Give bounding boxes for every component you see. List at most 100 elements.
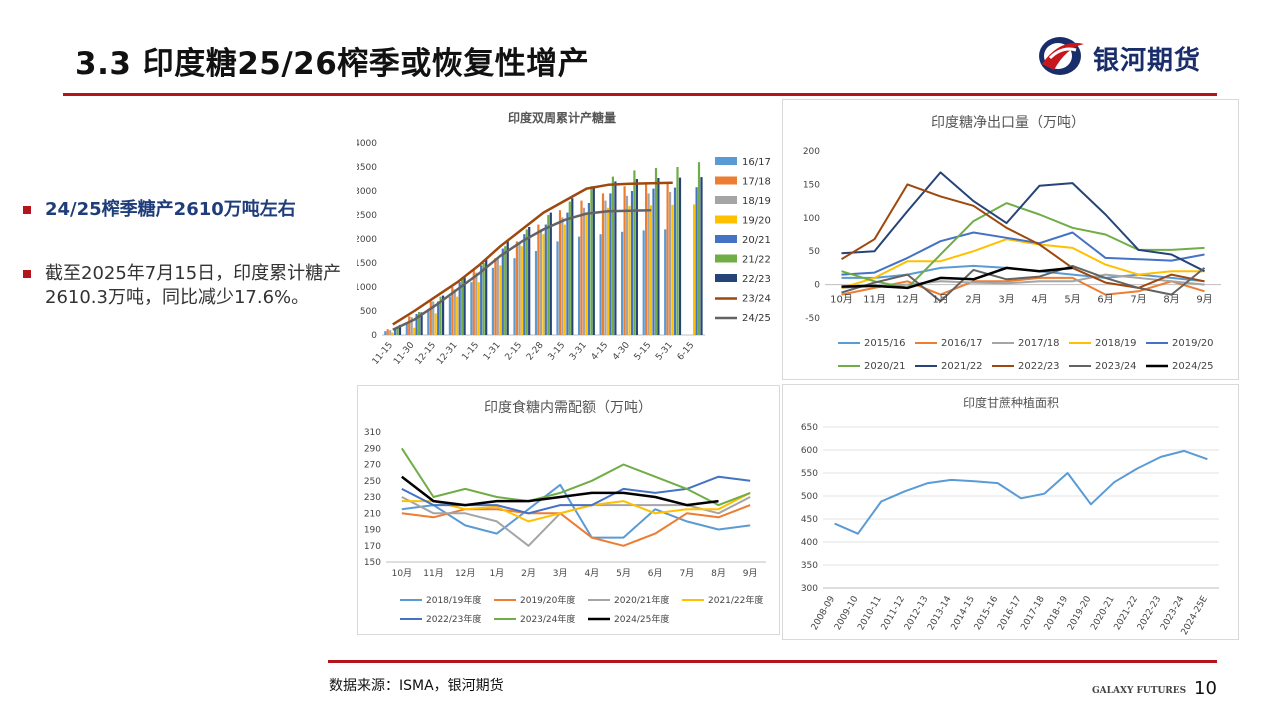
bar: [386, 329, 389, 335]
chart-panel-exports: 印度糖净出口量（万吨） -50 0 50 100 150 200 10月 11月 12月 1月 2月 3…: [782, 99, 1239, 380]
bar: [645, 183, 648, 335]
y-tick-label: 270: [364, 461, 381, 471]
legend-label: 2020/21年度: [614, 594, 669, 606]
bar: [504, 246, 507, 335]
y-tick-label: 100: [803, 214, 820, 224]
bar: [429, 301, 432, 335]
x-tick-label: 3-31: [568, 341, 589, 363]
bar: [408, 316, 411, 335]
series-line: [401, 492, 751, 523]
series-line: [841, 266, 1073, 290]
series-line: [834, 449, 1208, 535]
x-tick-label: 4月: [584, 568, 599, 579]
bar: [693, 204, 696, 335]
bar: [678, 177, 682, 335]
bar: [642, 230, 645, 335]
brand-logo: [1036, 34, 1226, 78]
bar: [437, 301, 440, 335]
x-tick-label: 2月: [521, 568, 536, 579]
bar: [578, 236, 581, 335]
bar: [405, 323, 408, 335]
bar: [439, 296, 442, 335]
legend-swatch: [715, 235, 737, 243]
series-line: [401, 475, 719, 507]
y-tick-label: 300: [801, 584, 818, 594]
net-export-chart: 印度糖净出口量（万吨） -50 0 50 100 150 200 10月 11月 12月 1月 2月 3…: [803, 115, 1221, 372]
bar: [463, 277, 466, 335]
bar: [592, 186, 595, 335]
bullet-point: 截至2025年7月15日，印度累计糖产2610.3万吨，同比减少17.6%。: [23, 262, 353, 310]
series-line: [401, 483, 751, 539]
chart-panel-cane-area: 印度甘蔗种植面积 300 350 400 450 500 550 600 650 2008-09 2…: [782, 384, 1239, 640]
y-tick-label: 310: [364, 428, 381, 438]
bar: [649, 205, 653, 335]
y-tick-label: 2000: [357, 235, 377, 245]
bar: [604, 200, 607, 335]
x-tick-label: 8月: [711, 568, 726, 579]
x-tick-label: 2月: [965, 294, 981, 306]
legend-label: 2018/19: [1095, 338, 1137, 349]
legend-label: 17/18: [742, 177, 771, 188]
x-tick-label: 6月: [1097, 294, 1113, 306]
bar: [470, 282, 473, 335]
bar: [623, 186, 626, 335]
legend-swatch: [715, 274, 737, 282]
x-tick-label: 1月: [489, 568, 504, 579]
bar: [515, 241, 518, 335]
bar: [628, 205, 631, 335]
legend-label: 2023/24: [1095, 361, 1137, 372]
bar: [582, 207, 586, 335]
y-tick-label: 500: [801, 492, 818, 502]
bar: [542, 234, 545, 335]
y-tick-label: 190: [364, 526, 381, 536]
bar: [671, 204, 674, 335]
bar: [475, 272, 478, 335]
galaxy-logo-icon: [1039, 37, 1084, 75]
bar: [432, 301, 435, 335]
y-tick-label: 290: [364, 444, 381, 454]
bar: [418, 312, 421, 335]
bar: [614, 181, 617, 335]
bar: [453, 289, 456, 335]
x-tick-label: 12月: [455, 568, 475, 579]
bar: [580, 200, 583, 335]
bar: [652, 188, 655, 335]
bar: [496, 258, 499, 335]
bar: [606, 207, 610, 335]
bar: [611, 176, 614, 335]
legend-label: 2021/22年度: [708, 594, 763, 606]
y-tick-label: 50: [809, 247, 821, 257]
bar: [494, 258, 497, 335]
bar: [695, 187, 698, 335]
legend-label: 2021/22: [941, 361, 983, 372]
bar: [654, 168, 658, 335]
bar: [506, 241, 509, 335]
y-tick-label: 150: [803, 180, 820, 190]
bar: [442, 295, 445, 335]
chart-title: 印度甘蔗种植面积: [963, 395, 1059, 410]
legend-swatch: [715, 254, 737, 263]
series-line: [841, 231, 1205, 276]
y-tick-label: 650: [801, 423, 818, 433]
bar: [568, 201, 571, 335]
brand-name: 银河期货: [1093, 46, 1202, 76]
bar: [458, 282, 461, 335]
bar: [427, 311, 430, 335]
bar: [621, 231, 624, 335]
bar: [534, 251, 538, 335]
bullet-text: 24/25榨季糖产2610万吨左右: [45, 199, 296, 220]
bullet-point: 24/25榨季糖产2610万吨左右: [23, 198, 353, 222]
legend-label: 2019/20: [1172, 338, 1214, 349]
bar: [700, 177, 703, 335]
series-line: [392, 181, 673, 326]
legend-swatch: [715, 157, 737, 165]
bar: [571, 198, 574, 335]
series-line: [392, 208, 652, 331]
legend-label: 21/22: [742, 255, 771, 266]
x-tick-label: 5-31: [654, 341, 675, 363]
footer-divider: [328, 660, 1217, 663]
legend-label: 24/25: [742, 313, 771, 324]
x-tick-label: 2-28: [525, 340, 546, 362]
series-line: [841, 171, 1205, 273]
bar: [391, 332, 394, 335]
